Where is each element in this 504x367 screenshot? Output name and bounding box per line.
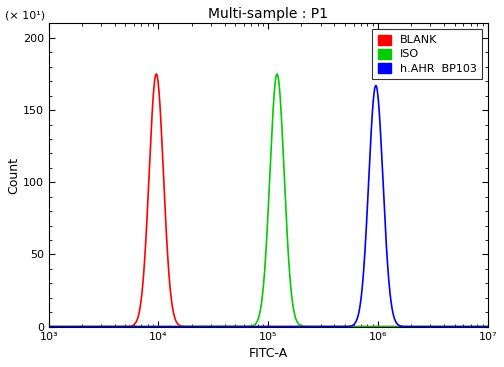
ISO [132,324,138,329]
BLANK [329,324,335,329]
h.AHR  BP103 [226,324,232,329]
BLANK [46,324,52,329]
h.AHR  BP103 [373,83,379,88]
BLANK [429,324,435,329]
BLANK [398,324,404,329]
ISO [329,324,335,329]
h.AHR  BP103 [46,324,52,329]
BLANK [434,324,440,329]
ISO [353,324,359,329]
h.AHR  BP103 [434,324,440,329]
h.AHR  BP103 [398,324,404,328]
ISO [226,324,232,329]
Title: Multi-sample : P1: Multi-sample : P1 [208,7,328,21]
Text: (× 10¹): (× 10¹) [5,11,45,21]
ISO [434,324,440,329]
h.AHR  BP103 [132,324,138,329]
Legend: BLANK, ISO, h.AHR  BP103: BLANK, ISO, h.AHR BP103 [372,29,482,79]
BLANK [226,324,232,329]
h.AHR  BP103 [329,324,335,329]
h.AHR  BP103 [353,320,359,324]
BLANK [153,72,159,76]
Line: ISO: ISO [49,74,504,327]
ISO [274,72,280,76]
Line: h.AHR  BP103: h.AHR BP103 [49,86,504,327]
Line: BLANK: BLANK [49,74,504,327]
ISO [46,324,52,329]
BLANK [132,322,138,327]
ISO [398,324,404,329]
X-axis label: FITC-A: FITC-A [248,347,288,360]
Y-axis label: Count: Count [7,157,20,193]
BLANK [353,324,359,329]
